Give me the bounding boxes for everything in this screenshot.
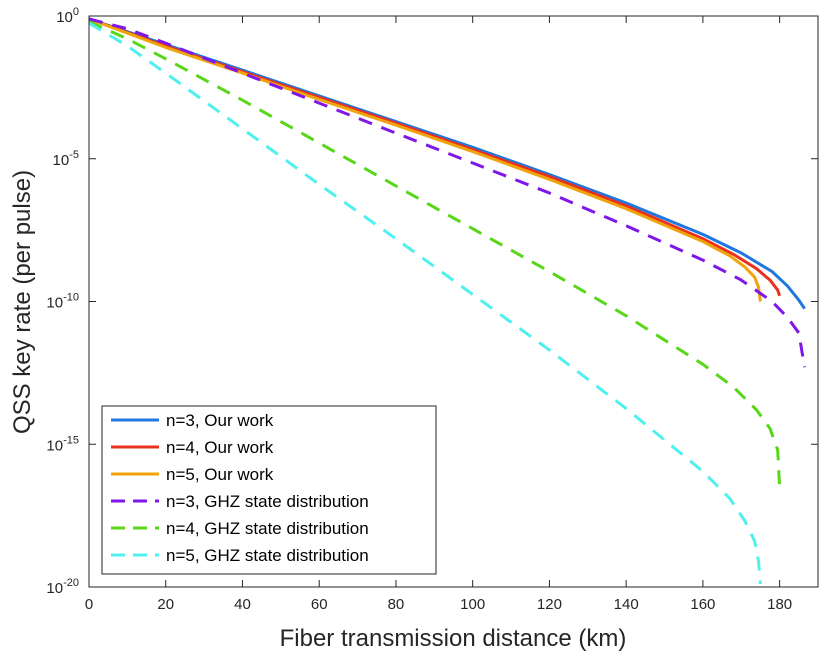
y-axis-title: QSS key rate (per pulse) — [9, 170, 36, 434]
series-layer — [88, 17, 807, 585]
legend-items: n=3, Our work n=4, Our work n=5, Our work n… — [111, 411, 369, 565]
y-tick-exponent: 0 — [73, 6, 79, 18]
y-tick-label: 10-15 — [46, 434, 79, 454]
y-tick-base: 10 — [56, 9, 73, 26]
x-tick-label: 100 — [460, 596, 485, 613]
legend-label-1: n=3, Our work — [166, 411, 274, 430]
legend-label-5: n=4, GHZ state distribution — [166, 519, 369, 538]
x-tick-label: 140 — [614, 596, 639, 613]
y-tick-exponent: -10 — [63, 292, 79, 304]
y-tick-base: 10 — [46, 580, 63, 597]
x-tick-label: 120 — [537, 596, 562, 613]
x-tick-label: 60 — [311, 596, 328, 613]
y-tick-base: 10 — [53, 152, 70, 169]
x-tick-label: 180 — [767, 596, 792, 613]
x-tick-label: 40 — [234, 596, 251, 613]
legend-label-3: n=5, Our work — [166, 465, 274, 484]
legend-label-2: n=4, Our work — [166, 438, 274, 457]
x-tick-label: 0 — [85, 596, 93, 613]
legend: n=3, Our work n=4, Our work n=5, Our work n… — [101, 405, 437, 575]
y-tick-label: 10-20 — [46, 577, 79, 597]
y-tick-exponent: -20 — [63, 577, 79, 589]
y-tick-exponent: -5 — [69, 149, 79, 161]
legend-label-4: n=3, GHZ state distribution — [166, 492, 369, 511]
x-tick-label: 20 — [157, 596, 174, 613]
x-tick-label: 160 — [690, 596, 715, 613]
y-tick-base: 10 — [46, 437, 63, 454]
y-tick-label: 100 — [56, 6, 79, 26]
x-tick-label: 80 — [388, 596, 405, 613]
x-axis-title: Fiber transmission distance (km) — [280, 625, 627, 652]
legend-box — [101, 405, 437, 575]
y-tick-exponent: -15 — [63, 434, 79, 446]
series-line-4 — [88, 17, 807, 368]
y-tick-label: 10-5 — [53, 149, 79, 169]
series-line-6 — [88, 21, 762, 585]
y-tick-base: 10 — [46, 295, 63, 312]
legend-label-6: n=5, GHZ state distribution — [166, 546, 369, 565]
ticks-layer: 0 20 40 60 80 100 120 140 160 18010010-510-1010-1… — [46, 6, 818, 613]
y-tick-label: 10-10 — [46, 292, 79, 312]
